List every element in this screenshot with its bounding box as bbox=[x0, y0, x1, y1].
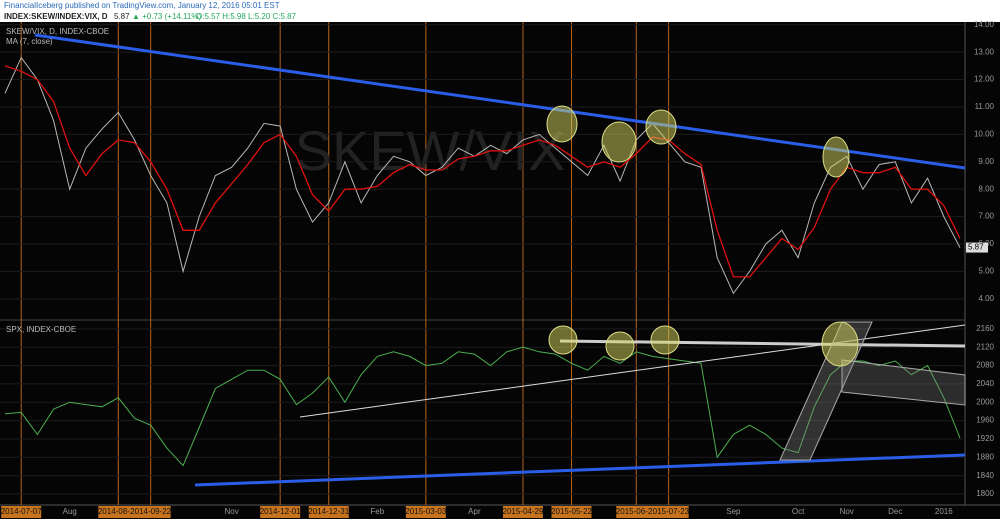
y-tick-label: 1840 bbox=[976, 471, 994, 480]
x-tick-label: 2015-04-29 bbox=[503, 507, 544, 516]
highlight bbox=[601, 121, 637, 163]
x-tick-label: 2015-07-23 bbox=[648, 507, 689, 516]
publisher: FinancialIceberg published on TradingVie… bbox=[4, 1, 280, 10]
x-tick-label: 2014-12-31 bbox=[308, 507, 349, 516]
y-tick-label: 12.00 bbox=[974, 75, 995, 84]
watermark: SKEW/VIX bbox=[295, 119, 566, 182]
ohlc: O:5.57 H:5.98 L:5.20 C:5.87 bbox=[196, 12, 297, 21]
x-tick-label: Nov bbox=[840, 507, 854, 516]
x-tick-label: Feb bbox=[370, 507, 384, 516]
pane-title: SKEW/VIX, D, INDEX-CBOE bbox=[6, 27, 109, 36]
highlight bbox=[645, 109, 677, 145]
last-price: 5.87 bbox=[114, 12, 130, 21]
last-value: 5.87 bbox=[968, 243, 984, 252]
x-tick-label: 2015-03-03 bbox=[405, 507, 446, 516]
y-tick-label: 2040 bbox=[976, 379, 994, 388]
x-tick-label: 2015-05-22 bbox=[551, 507, 592, 516]
date-box bbox=[1, 506, 42, 518]
date-box bbox=[98, 506, 139, 518]
highlight bbox=[822, 136, 850, 178]
y-tick-label: 8.00 bbox=[978, 184, 994, 193]
x-tick-label: 2016 bbox=[935, 507, 953, 516]
change: ▲ +0.73 (+14.11%) bbox=[132, 12, 201, 21]
y-tick-label: 7.00 bbox=[978, 212, 994, 221]
highlight bbox=[821, 321, 859, 367]
trendline bbox=[194, 453, 966, 487]
trendline bbox=[34, 33, 966, 170]
highlight bbox=[546, 105, 578, 143]
highlight bbox=[650, 325, 680, 355]
highlight bbox=[548, 325, 578, 355]
series-line bbox=[4, 65, 961, 278]
date-box bbox=[648, 506, 689, 518]
y-tick-label: 11.00 bbox=[975, 102, 995, 111]
date-box bbox=[502, 506, 543, 518]
y-tick-label: 9.00 bbox=[978, 157, 994, 166]
last-value-box bbox=[966, 242, 988, 253]
x-tick-label: Sep bbox=[726, 507, 741, 516]
pane-subtitle: MA (7, close) bbox=[6, 37, 53, 46]
x-tick-label: 2015-06-26 bbox=[616, 507, 657, 516]
y-tick-label: 2120 bbox=[976, 342, 994, 351]
x-tick-label: 2014-08-28 bbox=[98, 507, 139, 516]
series-line bbox=[4, 346, 961, 467]
date-box bbox=[405, 506, 446, 518]
x-tick-label: Nov bbox=[224, 507, 238, 516]
event-lines bbox=[20, 22, 670, 505]
date-box bbox=[260, 506, 301, 518]
date-box bbox=[616, 506, 657, 518]
pane-title: SPX, INDEX-CBOE bbox=[6, 325, 76, 334]
x-tick-label: Aug bbox=[63, 507, 77, 516]
y-tick-label: 2080 bbox=[976, 361, 994, 370]
date-box bbox=[551, 506, 592, 518]
x-tick-label: 2014-09-22 bbox=[130, 507, 171, 516]
y-tick-label: 1800 bbox=[976, 489, 994, 498]
series-line bbox=[4, 56, 961, 295]
date-box bbox=[308, 506, 349, 518]
y-tick-label: 2160 bbox=[976, 324, 994, 333]
highlight bbox=[605, 331, 635, 361]
y-tick-label: 1920 bbox=[976, 434, 994, 443]
y-tick-label: 1880 bbox=[976, 452, 994, 461]
header-bg bbox=[0, 0, 1000, 22]
x-tick-label: 2014-07-07 bbox=[1, 507, 42, 516]
y-tick-label: 10.00 bbox=[974, 129, 995, 138]
y-tick-label: 4.00 bbox=[978, 294, 994, 303]
channel bbox=[841, 359, 966, 406]
date-box bbox=[130, 506, 171, 518]
x-tick-label: Dec bbox=[888, 507, 902, 516]
y-tick-label: 5.00 bbox=[978, 267, 994, 276]
y-tick-label: 14.00 bbox=[974, 20, 995, 29]
chart-bg bbox=[0, 22, 1000, 519]
y-tick-label: 2000 bbox=[976, 397, 994, 406]
x-tick-label: Apr bbox=[468, 507, 481, 516]
annotations bbox=[34, 33, 966, 487]
y-tick-label: 1960 bbox=[976, 416, 994, 425]
x-tick-label: Oct bbox=[792, 507, 805, 516]
y-tick-label: 13.00 bbox=[974, 47, 995, 56]
x-tick-label: 2014-12-01 bbox=[260, 507, 301, 516]
plot bbox=[0, 24, 965, 495]
symbol: INDEX:SKEW/INDEX:VIX, D bbox=[4, 12, 108, 21]
